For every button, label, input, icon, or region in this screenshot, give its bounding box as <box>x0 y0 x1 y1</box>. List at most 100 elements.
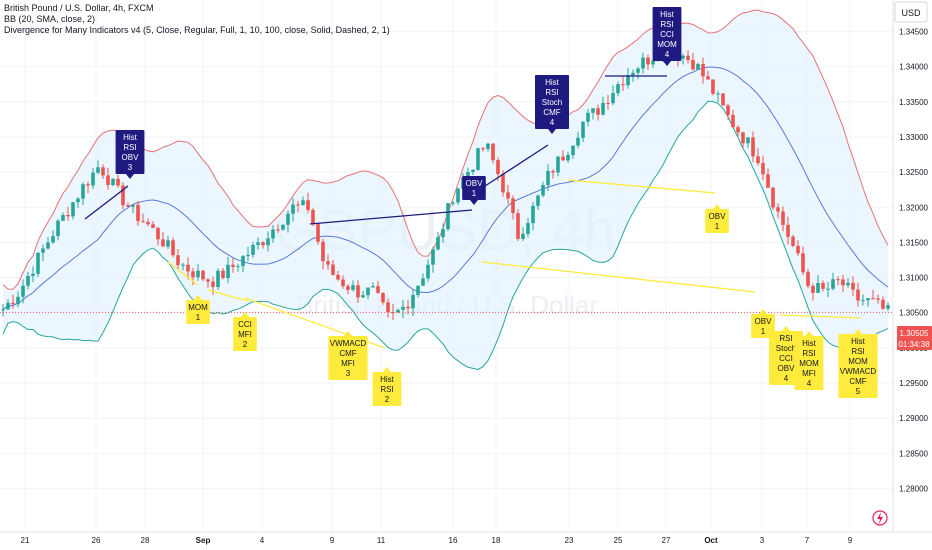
price-tick-label: 1.30500 <box>899 309 928 318</box>
candle-body <box>641 57 645 69</box>
candle-body <box>576 137 580 146</box>
candle-body <box>206 279 210 282</box>
bearish-divergence-line <box>84 185 129 220</box>
label-line: VWMACD <box>840 367 877 376</box>
candle-body <box>86 184 90 186</box>
candle-body <box>331 264 335 275</box>
candle-body <box>346 286 350 290</box>
currency-selector[interactable]: USD <box>894 1 928 23</box>
candle-body <box>446 203 450 230</box>
time-tick-label: Oct <box>704 536 718 545</box>
price-tick-label: 1.32000 <box>899 203 928 212</box>
candle-body <box>71 202 75 217</box>
candle-body <box>696 63 700 70</box>
candle-body <box>526 223 530 234</box>
candle-body <box>716 93 720 95</box>
candle-body <box>871 298 875 300</box>
label-line: 1 <box>472 189 477 198</box>
candle-body <box>876 298 880 300</box>
price-axis[interactable]: 1.34500 1.34000 1.33500 1.33000 1.32500 1.320… <box>892 0 932 532</box>
candle-body <box>631 72 635 76</box>
candle-body <box>566 155 570 161</box>
candle-body <box>401 306 405 310</box>
label-line: CMF <box>543 108 560 117</box>
chart-legend: British Pound / U.S. Dollar, 4h, FXCM BB… <box>4 3 390 36</box>
candle-body <box>161 239 165 247</box>
candle-body <box>586 112 590 122</box>
candle-body <box>481 148 485 150</box>
label-line: Hist <box>660 10 675 19</box>
bearish-divergence-line <box>309 209 473 225</box>
candle-body <box>356 285 360 298</box>
candle-body <box>26 275 30 286</box>
candle-body <box>116 178 120 186</box>
label-line: MFI <box>238 330 252 339</box>
candle-body <box>776 207 780 212</box>
candle-body <box>611 93 615 104</box>
time-tick-label: 27 <box>662 536 671 545</box>
bullish-divergence-line <box>567 179 716 194</box>
label-line: MOM <box>657 40 677 49</box>
candle-body <box>396 309 400 313</box>
price-tick-label: 1.33000 <box>899 133 928 142</box>
candle-body <box>81 184 85 199</box>
candle-body <box>146 221 150 225</box>
candle-body <box>181 264 185 266</box>
time-tick-label: 7 <box>805 536 810 545</box>
time-tick-label: 25 <box>614 536 623 545</box>
candle-body <box>141 221 145 223</box>
label-line: 5 <box>856 387 861 396</box>
label-line: 3 <box>346 369 351 378</box>
label-line: RSI <box>123 143 136 152</box>
candle-body <box>726 105 730 115</box>
label-line: CCI <box>779 354 793 363</box>
candle-body <box>156 227 160 240</box>
candle-body <box>496 160 500 174</box>
candle-body <box>286 213 290 225</box>
candle-body <box>536 195 540 206</box>
label-line: 2 <box>243 340 248 349</box>
label-line: 4 <box>807 379 812 388</box>
label-line: RSI <box>802 349 815 358</box>
label-line: 1 <box>196 313 201 322</box>
candle-body <box>66 215 70 217</box>
candle-body <box>521 233 525 239</box>
candle-body <box>51 236 55 243</box>
candle-body <box>101 167 105 176</box>
time-tick-label: 4 <box>260 536 265 545</box>
candle-body <box>106 175 110 185</box>
candle-body <box>201 270 205 280</box>
candle-body <box>291 204 295 214</box>
symbol-title: British Pound / U.S. Dollar, 4h, FXCM <box>4 3 154 13</box>
label-line: VWMACD <box>330 339 367 348</box>
candle-body <box>326 261 330 265</box>
candle-body <box>791 236 795 246</box>
label-line: Stoch <box>542 98 562 107</box>
time-axis[interactable]: 21 26 28 Sep 4 9 11 16 18 23 25 27 Oct 3 7 9 <box>0 531 932 545</box>
price-tick-label: 1.29000 <box>899 414 928 423</box>
candle-body <box>826 288 830 290</box>
divergence-indicator-title: Divergence for Many Indicators v4 (5, Cl… <box>4 25 390 35</box>
bb-upper-band <box>2 9 889 290</box>
flash-icon[interactable] <box>872 510 888 526</box>
candle-body <box>831 279 835 289</box>
candle-body <box>596 108 600 115</box>
bollinger-bands <box>2 9 889 370</box>
last-price-value: 1.30505 <box>900 329 929 338</box>
label-line: 1 <box>761 327 766 336</box>
candle-body <box>131 204 135 207</box>
candle-body <box>381 292 385 303</box>
candle-body <box>556 156 560 173</box>
candle-body <box>386 302 390 313</box>
time-tick-label: 21 <box>21 536 30 545</box>
candle-body <box>311 209 315 225</box>
candle-body <box>531 205 535 224</box>
candle-body <box>486 143 490 149</box>
candle-body <box>361 295 365 298</box>
